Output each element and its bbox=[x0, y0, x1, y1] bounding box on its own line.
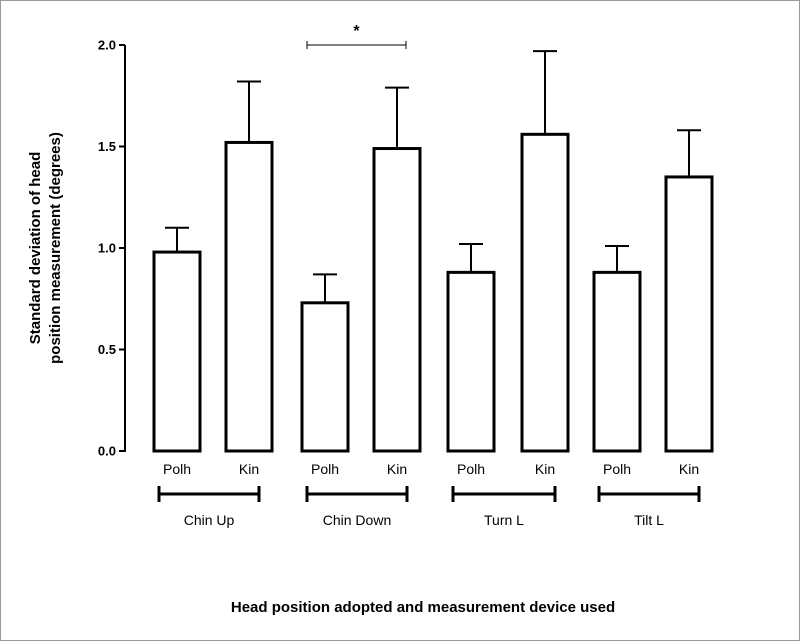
bar-polh-0 bbox=[152, 250, 202, 453]
y-tick-label: 0.0 bbox=[98, 444, 116, 459]
bar-polh-6 bbox=[592, 270, 642, 453]
y-axis-label-line: position measurement (degrees) bbox=[47, 132, 64, 364]
category-label: Polh bbox=[163, 461, 191, 477]
y-tick-label: 2.0 bbox=[98, 38, 116, 53]
bar-kin-3 bbox=[372, 147, 422, 453]
bar-polh-4 bbox=[446, 270, 496, 453]
y-axis-label-line: Standard deviation of head bbox=[27, 152, 44, 345]
category-label: Polh bbox=[603, 461, 631, 477]
y-axis-label: Standard deviation of head position measu… bbox=[27, 132, 64, 364]
category-label: Kin bbox=[535, 461, 555, 477]
y-tick-label: 1.5 bbox=[98, 139, 116, 154]
bar-kin-5 bbox=[520, 132, 570, 453]
category-label: Polh bbox=[457, 461, 485, 477]
group-label: Turn L bbox=[484, 512, 524, 528]
y-tick-label: 1.0 bbox=[98, 241, 116, 256]
bar-polh-2 bbox=[300, 301, 350, 453]
group-label: Tilt L bbox=[634, 512, 664, 528]
x-axis-label: Head position adopted and measurement de… bbox=[231, 599, 615, 616]
category-label: Kin bbox=[239, 461, 259, 477]
category-label: Kin bbox=[387, 461, 407, 477]
group-label: Chin Down bbox=[323, 512, 391, 528]
bar-kin-1 bbox=[224, 140, 274, 453]
category-label: Polh bbox=[311, 461, 339, 477]
significance-marker: * bbox=[353, 23, 360, 40]
category-label: Kin bbox=[679, 461, 699, 477]
bar-kin-7 bbox=[664, 175, 714, 453]
y-tick-label: 0.5 bbox=[98, 342, 116, 357]
group-label: Chin Up bbox=[184, 512, 235, 528]
